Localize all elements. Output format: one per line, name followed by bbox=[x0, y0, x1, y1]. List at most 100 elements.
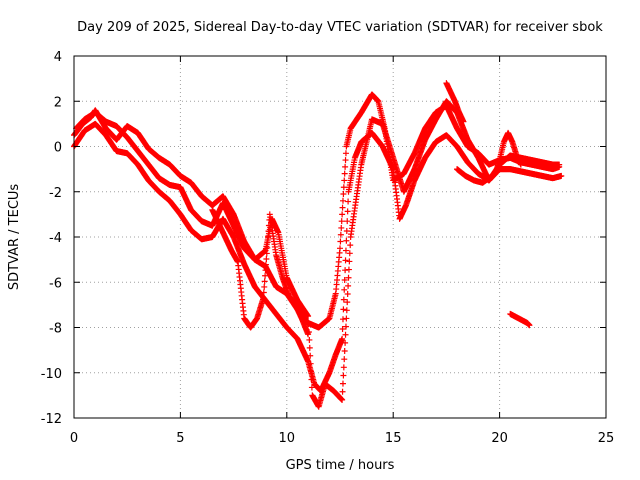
data-point bbox=[342, 247, 349, 254]
data-point bbox=[342, 331, 349, 338]
data-point bbox=[339, 335, 346, 342]
data-point bbox=[343, 315, 350, 322]
y-tick-label: 4 bbox=[54, 50, 62, 65]
data-point bbox=[343, 237, 350, 244]
data-point bbox=[265, 233, 272, 240]
x-tick-label: 0 bbox=[70, 431, 78, 446]
data-point bbox=[342, 150, 349, 157]
data-point bbox=[342, 323, 349, 330]
series-track-5 bbox=[443, 80, 467, 125]
data-point bbox=[346, 250, 353, 257]
data-point bbox=[558, 172, 565, 179]
x-tick-label: 15 bbox=[385, 431, 402, 446]
y-axis-title: SDTVAR / TECUs bbox=[7, 184, 22, 291]
data-point bbox=[261, 283, 268, 290]
y-tick-label: -6 bbox=[49, 276, 62, 291]
y-tick-label: -12 bbox=[41, 412, 62, 427]
x-tick-label: 25 bbox=[598, 431, 615, 446]
data-point bbox=[342, 339, 349, 346]
x-axis-title: GPS time / hours bbox=[286, 458, 395, 473]
data-point bbox=[340, 184, 347, 191]
data-point bbox=[306, 336, 313, 343]
data-point bbox=[339, 316, 346, 323]
data-point bbox=[261, 278, 268, 285]
data-point bbox=[341, 356, 348, 363]
data-point bbox=[460, 118, 467, 125]
data-point bbox=[344, 208, 351, 215]
data-point bbox=[344, 291, 351, 298]
data-point bbox=[338, 224, 345, 231]
data-point bbox=[339, 380, 346, 387]
data-point bbox=[526, 322, 533, 329]
data-point bbox=[343, 307, 350, 314]
series-track-4 bbox=[454, 129, 524, 186]
data-point bbox=[339, 197, 346, 204]
tick-labels: 0 5 10 15 20 25 -12 -10 -8 -6 -4 -2 0 2 4 bbox=[41, 50, 615, 446]
data-point bbox=[342, 157, 349, 164]
y-tick-label: -4 bbox=[49, 231, 62, 246]
data-point bbox=[344, 218, 351, 225]
data-point bbox=[337, 231, 344, 238]
data-point bbox=[337, 245, 343, 252]
data-point bbox=[340, 372, 347, 379]
data-point bbox=[260, 295, 267, 302]
data-point bbox=[308, 384, 315, 391]
data-point bbox=[345, 274, 352, 281]
data-point bbox=[262, 267, 269, 274]
chart-title: Day 209 of 2025, Sidereal Day-to-day VTE… bbox=[77, 20, 603, 35]
data-point bbox=[346, 258, 353, 265]
series-track-1 bbox=[71, 91, 563, 331]
y-tick-label: 0 bbox=[54, 141, 62, 156]
data-point bbox=[305, 331, 312, 338]
data-point bbox=[339, 326, 346, 333]
data-point bbox=[338, 218, 345, 225]
data-point bbox=[308, 368, 315, 375]
data-point bbox=[341, 170, 348, 177]
y-tick-label: 2 bbox=[54, 95, 62, 110]
data-point bbox=[306, 344, 313, 351]
data-point bbox=[340, 191, 347, 198]
data-point bbox=[341, 276, 348, 283]
data-point bbox=[264, 239, 271, 246]
data-point bbox=[308, 376, 315, 383]
x-tick-label: 10 bbox=[279, 431, 296, 446]
data-point bbox=[342, 267, 349, 274]
data-point bbox=[556, 161, 563, 168]
data-point bbox=[345, 282, 352, 289]
data-point bbox=[339, 396, 346, 403]
data-points bbox=[71, 80, 565, 410]
data-point bbox=[341, 348, 348, 355]
x-tick-label: 5 bbox=[176, 431, 184, 446]
data-point bbox=[341, 177, 348, 184]
data-point bbox=[342, 163, 349, 170]
data-point bbox=[344, 299, 351, 306]
y-tick-label: -8 bbox=[49, 322, 62, 337]
data-point bbox=[339, 388, 346, 395]
x-tick-label: 20 bbox=[491, 431, 508, 446]
data-point bbox=[263, 256, 270, 263]
data-point bbox=[341, 286, 348, 293]
data-point bbox=[340, 364, 347, 371]
series-track-6 bbox=[507, 310, 533, 329]
data-point bbox=[345, 198, 352, 205]
axis-ticks bbox=[73, 55, 607, 419]
data-point bbox=[337, 238, 344, 245]
data-point bbox=[305, 313, 312, 320]
data-point bbox=[264, 244, 271, 251]
data-point bbox=[339, 204, 346, 211]
data-point bbox=[340, 296, 347, 303]
data-point bbox=[340, 306, 347, 313]
data-point bbox=[517, 161, 524, 168]
data-point bbox=[307, 352, 314, 359]
data-point bbox=[262, 261, 269, 268]
data-point bbox=[307, 360, 314, 367]
data-point bbox=[260, 289, 267, 296]
data-point bbox=[262, 272, 269, 279]
data-point bbox=[339, 211, 346, 218]
grid-lines bbox=[74, 56, 606, 418]
y-tick-label: -2 bbox=[49, 186, 62, 201]
data-point bbox=[342, 257, 349, 264]
data-point bbox=[345, 266, 352, 273]
series-track-7 bbox=[209, 206, 312, 338]
